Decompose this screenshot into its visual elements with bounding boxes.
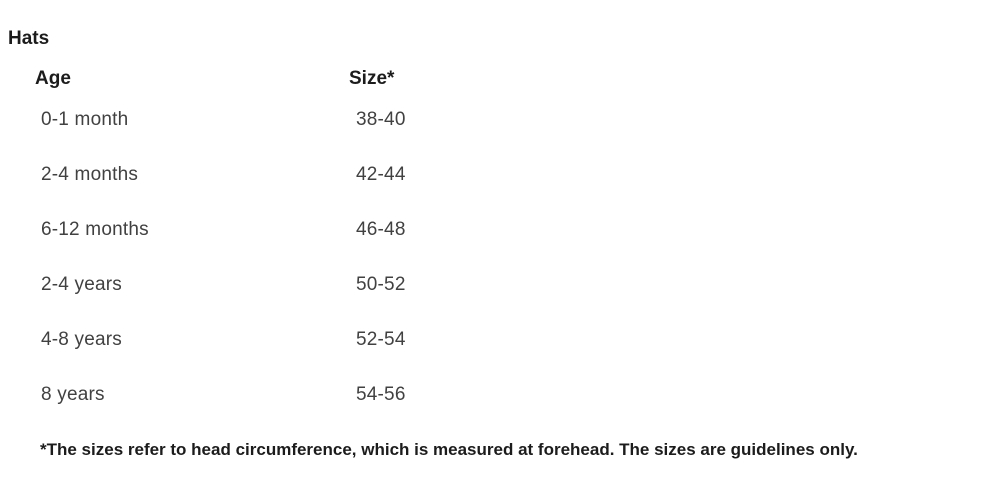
table-header-age: Age: [35, 68, 71, 89]
table-header-size: Size*: [349, 68, 395, 89]
age-cell: 8 years: [41, 384, 105, 405]
table-row: 4-8 years 52-54: [0, 330, 1000, 354]
age-cell: 6-12 months: [41, 219, 149, 240]
table-row: 8 years 54-56: [0, 385, 1000, 409]
table-header-row: Age Size*: [0, 69, 1000, 93]
size-cell: 42-44: [356, 164, 406, 185]
size-footnote: *The sizes refer to head circumference, …: [40, 440, 858, 459]
age-cell: 4-8 years: [41, 329, 123, 350]
table-row: 2-4 years 50-52: [0, 275, 1000, 299]
age-cell: 2-4 years: [41, 274, 123, 295]
table-row: 2-4 months 42-44: [0, 165, 1000, 189]
table-row: 0-1 month 38-40: [0, 110, 1000, 134]
size-cell: 52-54: [356, 329, 406, 350]
table-row: 6-12 months 46-48: [0, 220, 1000, 244]
size-cell: 54-56: [356, 384, 406, 405]
size-cell: 50-52: [356, 274, 406, 295]
size-cell: 46-48: [356, 219, 406, 240]
size-cell: 38-40: [356, 109, 406, 130]
page-title: Hats: [8, 28, 50, 49]
age-cell: 2-4 months: [41, 164, 139, 185]
age-cell: 0-1 month: [41, 109, 129, 130]
